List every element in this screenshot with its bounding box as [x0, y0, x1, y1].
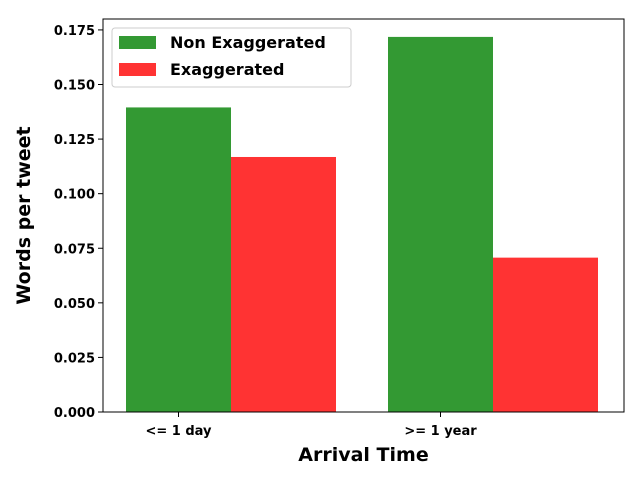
bar-non-exaggerated-1 [388, 36, 493, 413]
y-tick-label: 0.000 [54, 406, 95, 421]
legend-label-0: Non Exaggerated [170, 33, 326, 52]
bars-group [126, 36, 598, 413]
legend-swatch-1 [119, 63, 156, 76]
bar-exaggerated-0 [231, 156, 336, 412]
y-tick-label: 0.150 [54, 79, 95, 94]
bar-non-exaggerated-0 [126, 107, 231, 413]
x-tick-label: <= 1 day [145, 424, 212, 439]
legend: Non Exaggerated Exaggerated [111, 27, 352, 88]
x-axis-title: Arrival Time [298, 444, 428, 466]
y-tick-label: 0.050 [54, 297, 95, 312]
y-axis-title: Words per tweet [13, 126, 35, 304]
x-axis: <= 1 day >= 1 year [145, 412, 477, 439]
y-tick-label: 0.075 [54, 242, 95, 257]
legend-swatch-0 [119, 36, 156, 49]
y-tick-label: 0.175 [54, 24, 95, 39]
y-tick-label: 0.025 [54, 351, 95, 366]
legend-label-1: Exaggerated [170, 60, 284, 79]
bar-exaggerated-1 [493, 257, 598, 412]
axes-frame [102, 18, 625, 413]
x-tick-label: >= 1 year [404, 424, 477, 439]
legend-box [111, 27, 352, 88]
y-axis: 0.000 0.025 0.050 0.075 0.100 0.125 0.150 0.175 [54, 24, 103, 421]
y-tick-label: 0.125 [54, 133, 95, 148]
y-tick-label: 0.100 [54, 188, 95, 203]
